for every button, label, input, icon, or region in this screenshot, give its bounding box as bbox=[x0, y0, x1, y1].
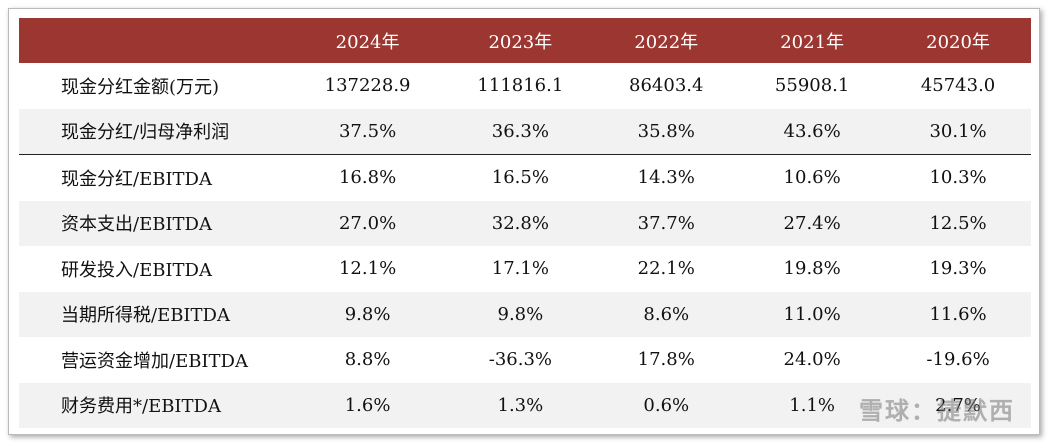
table-row: 当期所得税/EBITDA 9.8% 9.8% 8.6% 11.0% 11.6% bbox=[19, 291, 1031, 337]
table-cell: 19.8% bbox=[783, 258, 841, 280]
table-cell: 27.0% bbox=[338, 212, 397, 234]
table-cell: 32.8% bbox=[491, 212, 549, 234]
table-cell: 10.3% bbox=[929, 167, 987, 189]
header-cell: 2023年 bbox=[488, 31, 553, 53]
table-cell: -36.3% bbox=[488, 349, 552, 371]
table-row: 营运资金增加/EBITDA 8.8% -36.3% 17.8% 24.0% -19.6% bbox=[19, 337, 1031, 383]
table-cell: 37.5% bbox=[338, 120, 397, 142]
table-row: 现金分红/归母净利润 37.5% 36.3% 35.8% 43.6% 30.1% bbox=[19, 108, 1031, 154]
table-cell: 14.3% bbox=[637, 167, 695, 189]
table-row: 现金分红/EBITDA 16.8% 16.5% 14.3% 10.6% 10.3% bbox=[19, 154, 1031, 201]
table-cell: 1.1% bbox=[789, 394, 836, 416]
table-frame: 2024年 2023年 2022年 2021年 2020年现金分红金额(万元) 13722… bbox=[8, 8, 1040, 435]
row-label: 当期所得税/EBITDA bbox=[61, 305, 230, 327]
header-cell: 2022年 bbox=[634, 31, 699, 53]
table-cell: 12.5% bbox=[929, 212, 987, 234]
table-cell: 137228.9 bbox=[324, 75, 411, 97]
table-cell: 45743.0 bbox=[920, 75, 996, 97]
row-label: 现金分红/EBITDA bbox=[61, 168, 212, 190]
table-cell: 27.4% bbox=[783, 212, 841, 234]
table-cell: 17.8% bbox=[637, 349, 695, 371]
table-cell: 17.1% bbox=[491, 258, 549, 280]
table-cell: 1.6% bbox=[344, 394, 391, 416]
row-label: 财务费用*/EBITDA bbox=[61, 396, 221, 418]
table-cell: -19.6% bbox=[926, 349, 990, 371]
header-row: 2024年 2023年 2022年 2021年 2020年 bbox=[19, 18, 1031, 63]
table-cell: 30.1% bbox=[929, 120, 987, 142]
header-cell: 2020年 bbox=[926, 31, 990, 53]
row-label: 营运资金增加/EBITDA bbox=[61, 350, 248, 372]
table-cell: 9.8% bbox=[497, 303, 544, 325]
table-row: 资本支出/EBITDA 27.0% 32.8% 37.7% 27.4% 12.5% bbox=[19, 200, 1031, 246]
table-cell: 24.0% bbox=[783, 349, 841, 371]
table-cell: 1.3% bbox=[497, 394, 544, 416]
table-cell: 86403.4 bbox=[629, 75, 704, 97]
table-cell: 2.7% bbox=[935, 394, 981, 416]
table-cell: 16.8% bbox=[338, 167, 397, 189]
table-cell: 35.8% bbox=[637, 120, 695, 142]
table-cell: 111816.1 bbox=[477, 75, 564, 97]
table-row: 研发投入/EBITDA 12.1% 17.1% 22.1% 19.8% 19.3% bbox=[19, 246, 1031, 292]
watermark: 雪球：捷默西 bbox=[859, 397, 1015, 425]
table-cell: 36.3% bbox=[491, 120, 549, 142]
table-cell: 11.0% bbox=[783, 303, 841, 325]
table-cell: 16.5% bbox=[491, 167, 549, 189]
table-row: 财务费用*/EBITDA 1.6% 1.3% 0.6% 1.1% 2.7% bbox=[19, 382, 1031, 428]
table-cell: 8.6% bbox=[643, 303, 690, 325]
table-cell: 19.3% bbox=[929, 258, 987, 280]
row-label: 现金分红/归母净利润 bbox=[61, 122, 230, 144]
row-label: 资本支出/EBITDA bbox=[61, 214, 212, 236]
row-label: 研发投入/EBITDA bbox=[61, 259, 212, 281]
table-cell: 0.6% bbox=[643, 394, 690, 416]
table-cell: 11.6% bbox=[929, 303, 987, 325]
table-row: 现金分红金额(万元) 137228.9 111816.1 86403.4 55908.1… bbox=[19, 63, 1031, 109]
table-cell: 55908.1 bbox=[774, 75, 850, 97]
table-cell: 12.1% bbox=[338, 258, 397, 280]
header-cell: 2021年 bbox=[780, 31, 845, 53]
table-cell: 22.1% bbox=[637, 258, 695, 280]
table-cell: 9.8% bbox=[344, 303, 391, 325]
table-cell: 37.7% bbox=[637, 212, 695, 234]
table-cell: 10.6% bbox=[783, 167, 841, 189]
table-cell: 8.8% bbox=[344, 349, 391, 371]
table-cell: 43.6% bbox=[783, 120, 841, 142]
table: 2024年 2023年 2022年 2021年 2020年现金分红金额(万元) 13722… bbox=[19, 18, 1031, 428]
header-cell: 2024年 bbox=[335, 31, 400, 53]
row-label: 现金分红金额(万元) bbox=[61, 76, 220, 98]
